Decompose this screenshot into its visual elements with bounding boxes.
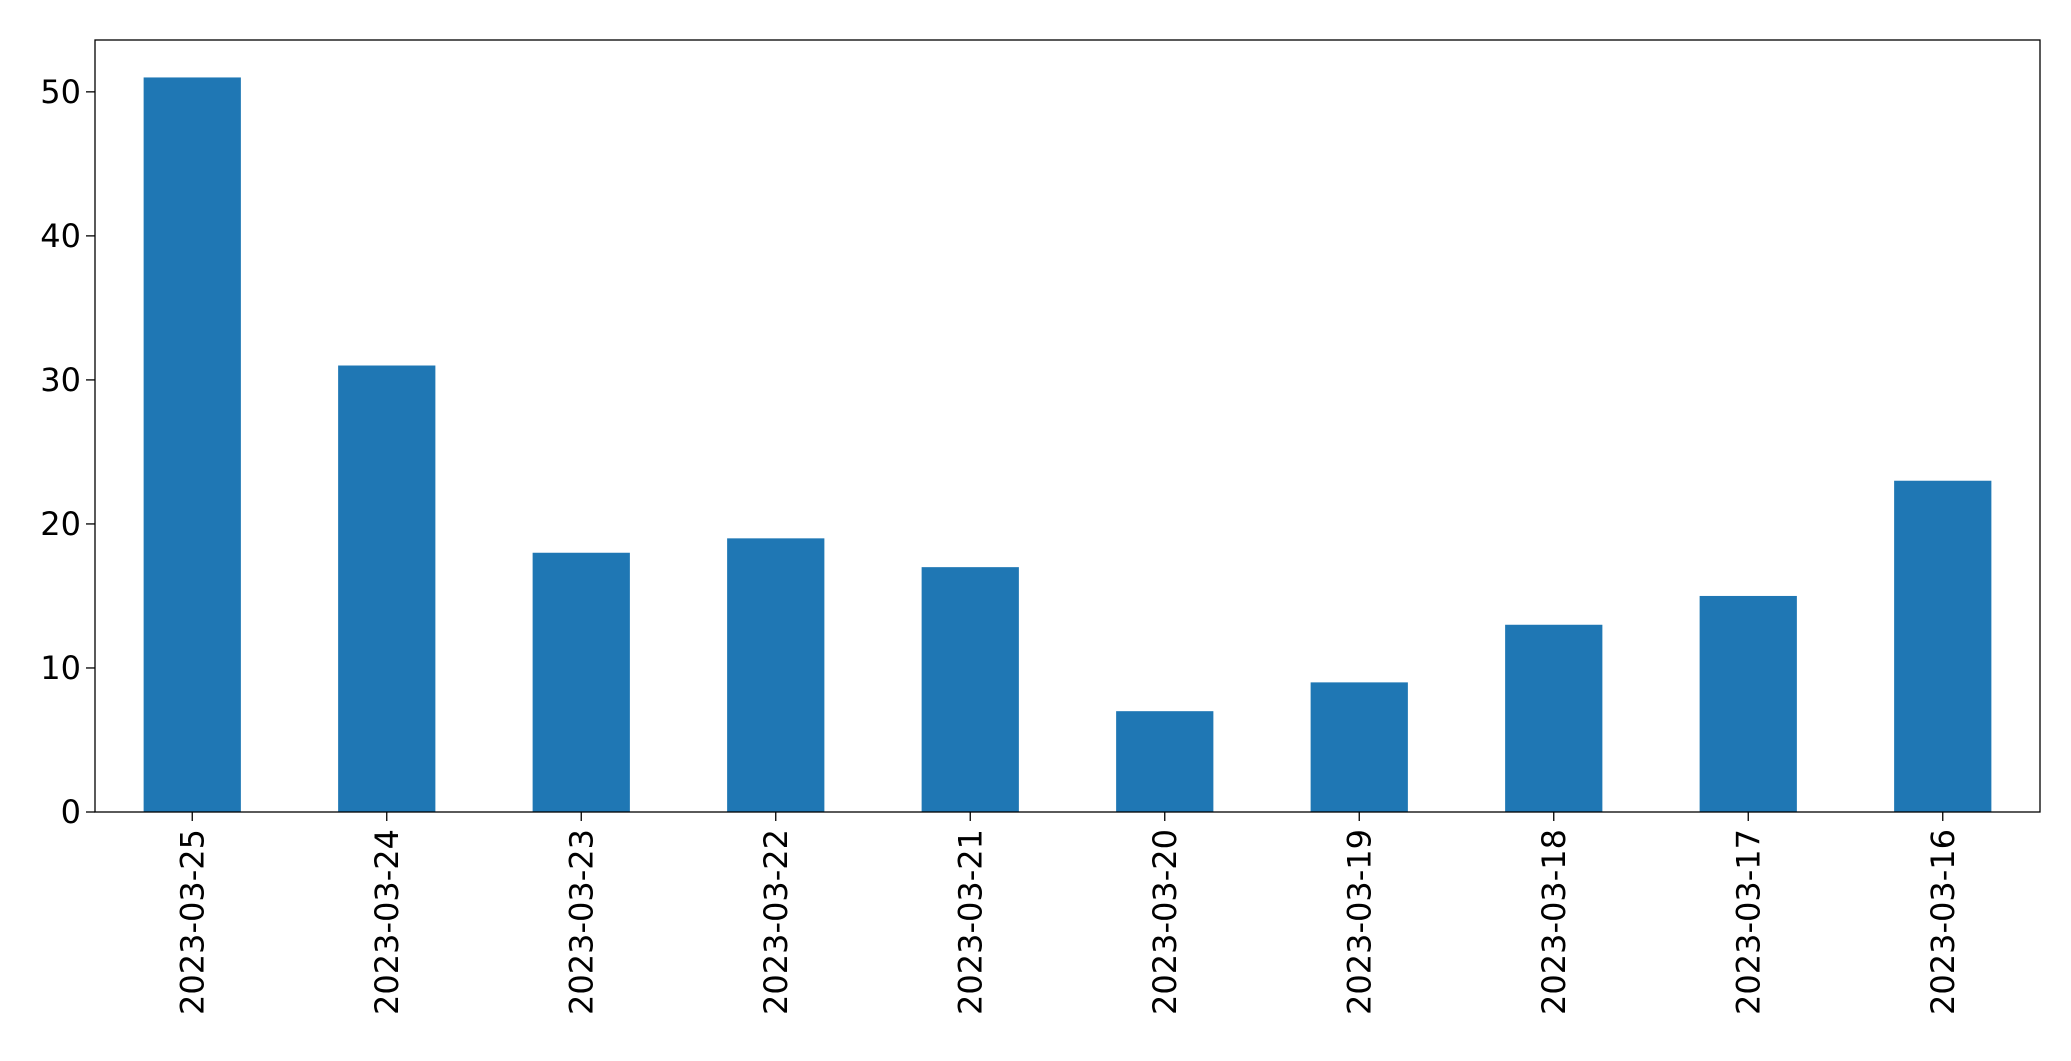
- bar-2023-03-17: [1699, 595, 1797, 812]
- bar-2023-03-24: [338, 365, 436, 812]
- bar-2023-03-21: [921, 567, 1019, 812]
- bar-2023-03-25: [143, 77, 241, 813]
- y-tick-label: 40: [40, 217, 81, 255]
- plot-frame: [94, 39, 2041, 813]
- y-tick-label: 10: [40, 649, 81, 687]
- bar-2023-03-16: [1894, 480, 1992, 812]
- x-tick-label: 2023-03-18: [1535, 829, 1573, 1015]
- x-tick-label: 2023-03-16: [1924, 829, 1962, 1015]
- bar-2023-03-19: [1310, 682, 1408, 812]
- y-tick-label: 20: [40, 505, 81, 543]
- y-tick-label: 30: [40, 361, 81, 399]
- bar-2023-03-20: [1116, 711, 1214, 812]
- bar-2023-03-18: [1505, 624, 1603, 812]
- bar-2023-03-22: [727, 538, 825, 812]
- y-axis: 0 10 20 30 40 50: [40, 73, 95, 831]
- x-tick-label: 2023-03-22: [757, 829, 795, 1015]
- bars-layer: [143, 77, 1992, 813]
- x-tick-label: 2023-03-17: [1729, 829, 1767, 1015]
- y-tick-label: 50: [40, 73, 81, 111]
- x-tick-label: 2023-03-20: [1146, 829, 1184, 1015]
- bar-2023-03-23: [532, 552, 630, 812]
- x-tick-label: 2023-03-25: [173, 829, 211, 1015]
- x-tick-label: 2023-03-19: [1340, 829, 1378, 1015]
- x-tick-label: 2023-03-23: [562, 829, 600, 1015]
- y-tick-label: 0: [61, 793, 81, 831]
- x-tick-label: 2023-03-21: [951, 829, 989, 1015]
- x-axis: 2023-03-25 2023-03-24 2023-03-23 2023-03-22…: [173, 812, 1962, 1015]
- x-tick-label: 2023-03-24: [368, 829, 406, 1015]
